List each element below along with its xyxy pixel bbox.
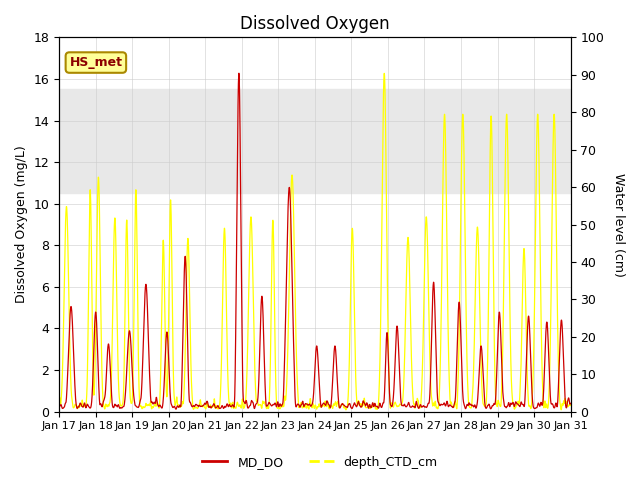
Y-axis label: Water level (cm): Water level (cm) <box>612 173 625 276</box>
Text: HS_met: HS_met <box>69 56 122 69</box>
Legend: MD_DO, depth_CTD_cm: MD_DO, depth_CTD_cm <box>197 451 443 474</box>
Bar <box>59 89 571 193</box>
Y-axis label: Dissolved Oxygen (mg/L): Dissolved Oxygen (mg/L) <box>15 145 28 303</box>
Title: Dissolved Oxygen: Dissolved Oxygen <box>240 15 390 33</box>
